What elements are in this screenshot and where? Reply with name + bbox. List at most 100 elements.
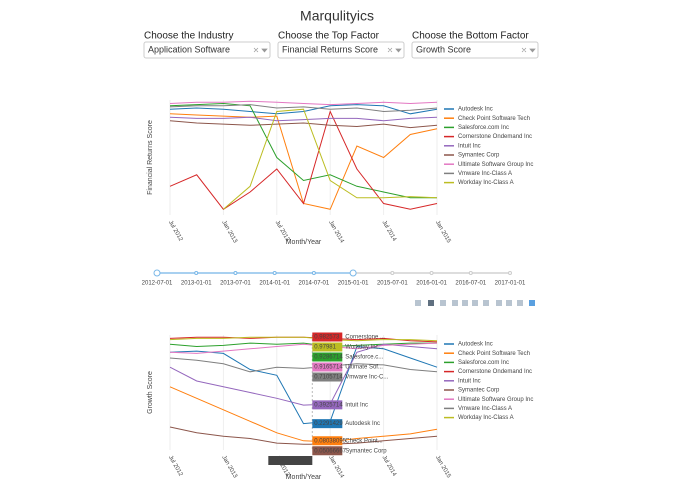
tool-icon[interactable] [517,300,523,306]
x-tick-label: Jul 2014 [381,455,398,478]
legend-label: Intuit Inc [458,143,481,149]
hover-value: 0.982573 [314,335,340,341]
tool-icon[interactable] [415,300,421,306]
tool-icon[interactable] [452,300,458,306]
y-axis-title: Financial Returns Score [147,120,154,195]
tool-icon[interactable] [462,300,468,306]
series-line [169,102,437,199]
series-line [169,342,438,354]
series-line [169,336,438,342]
hover-value: 0.9286714 [314,355,343,361]
x-tick-label: Jan 2014 [327,455,345,480]
dropdown-icons [253,47,268,53]
slider-step [272,271,277,275]
hover-name: Autodesk Inc [345,421,380,427]
slider-label: 2014-01-01 [259,281,290,287]
slider-label: 2012-07-01 [142,281,173,287]
tool-icon[interactable] [440,300,446,306]
x-tick-label: Jul 2012 [167,455,184,478]
slider-label: 2015-01-01 [338,281,369,287]
x-tick-label: Jan 2014 [327,220,345,245]
hover-name: Check Point... [345,438,383,444]
legend-label: Check Point Software Tech [458,351,530,357]
hover-name: Symantec Corp [345,448,387,454]
hover-value: 0.05066667 [314,448,346,454]
dropdown[interactable] [277,41,405,59]
controls: Choose the Industry Application Software… [143,31,539,59]
y-axis-title: Growth Score [147,371,154,414]
slider-step [468,271,473,275]
tool-icon[interactable] [483,300,489,306]
tool-icon[interactable] [496,300,502,306]
dropdown-value: Growth Score [416,44,471,54]
series-line [169,386,438,443]
dropdown-icons [387,47,402,53]
series-line [169,110,438,210]
x-tick-label: Jul 2014 [381,220,398,243]
series-line [169,100,438,106]
hover-box [312,362,343,372]
hover-name: Cornerstone ... [345,335,385,341]
slider-label: 2015-07-01 [377,281,408,287]
dropdown-icons [521,47,536,53]
slider-label: 2017-01-01 [495,281,526,287]
line-chart: Jul 2012 Jan 2013 Jul 2013 Jan 2014 Jul 2014… [147,100,533,246]
legend-label: Symantec Corp [458,388,500,394]
slider-step [349,269,357,277]
hover-name: Ultimate Sof... [345,365,383,371]
dropdown-value: Financial Returns Score [282,44,378,54]
dropdown[interactable] [143,41,271,59]
legend-label: Intuit Inc [458,378,481,384]
hover-name: Salesforce.c... [345,355,383,361]
legend-label: Workday Inc-Class A [458,415,514,421]
series-line [169,342,437,348]
hover-name: Intuit Inc [345,402,368,408]
hover-x-box [268,456,313,465]
slider-label: 2016-07-01 [455,281,486,287]
series-line [169,116,438,122]
toolbar [415,300,535,306]
hover-name: Vmware Inc-C... [345,375,388,381]
legend-label: Check Point Software Tech [458,116,530,122]
slider-label: 2013-07-01 [220,281,251,287]
legend-label: Workday Inc-Class A [458,180,514,186]
hover-box [312,332,343,342]
slider-label: 2016-01-01 [416,281,447,287]
hover-labels: 0.982573 Cornerstone ... 0.97981 Workday In… [268,332,389,465]
tool-icon[interactable] [506,300,512,306]
hover-value: 0.3925714 [314,402,343,408]
legend-label: Salesforce.com Inc [458,125,509,131]
legend-label: Symantec Corp [458,153,500,159]
slider-step [194,271,199,275]
legend-label: Autodesk Inc [458,107,493,113]
hover-name: Workday Inc... [345,345,384,351]
control-label: Choose the Industry [144,31,234,42]
control-label: Choose the Bottom Factor [412,31,529,42]
slider-step [429,271,434,275]
hover-value: 0.97981 [314,345,336,351]
tool-icon[interactable] [428,300,434,306]
control-label: Choose the Top Factor [278,31,380,42]
tool-icon[interactable] [472,300,478,306]
tool-icon[interactable] [529,300,535,306]
slider-label: 2013-01-01 [181,281,212,287]
legend-label: Ultimate Software Group Inc [458,397,533,403]
series-line [169,357,438,373]
series-line [169,120,438,129]
hover-value: 0.2291429 [314,421,343,427]
x-axis-title: Month/Year [286,474,322,481]
hover-box [312,446,343,456]
legend-label: Autodesk Inc [458,342,493,348]
hover-box [312,342,343,352]
dropdown[interactable] [411,41,539,59]
slider-label: 2014-07-01 [299,281,330,287]
dropdown-value: Application Software [148,44,230,54]
series-line [169,426,438,445]
slider-step [233,271,238,275]
x-tick-label: Jan 2015 [434,220,452,245]
x-tick-label: Jan 2015 [434,455,452,480]
slider-step [153,269,161,277]
x-tick-label: Jan 2013 [220,455,238,480]
